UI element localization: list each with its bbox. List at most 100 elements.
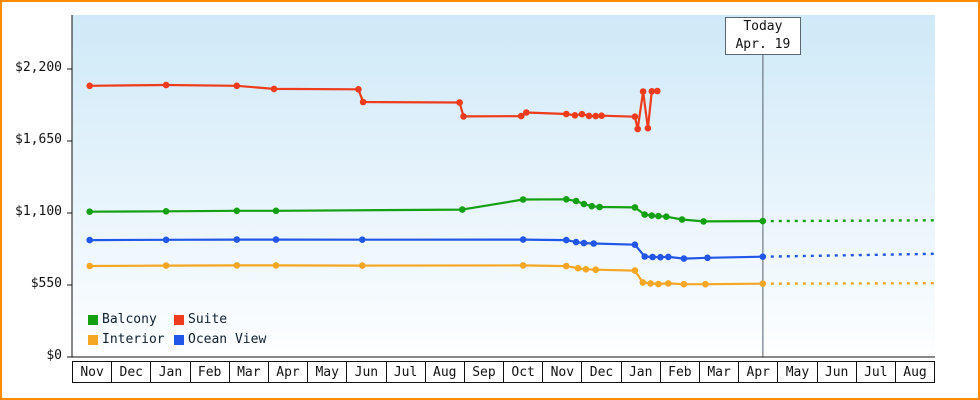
- point-ocean-view: [641, 253, 648, 260]
- point-suite: [270, 85, 278, 93]
- legend-label: Interior: [102, 332, 165, 347]
- legend-item-balcony: Balcony: [88, 312, 174, 327]
- point-interior: [582, 266, 590, 273]
- month-label: Mar: [228, 361, 269, 383]
- y-tick-label: $2,200: [15, 60, 62, 75]
- point-balcony: [663, 213, 670, 220]
- point-ocean-view: [563, 236, 570, 244]
- point-suite: [578, 110, 586, 118]
- month-label: Jan: [150, 361, 191, 383]
- point-balcony: [459, 206, 466, 213]
- month-label: Jul: [385, 361, 426, 383]
- point-interior: [702, 280, 709, 288]
- month-label: May: [777, 361, 818, 383]
- point-suite: [355, 86, 362, 93]
- month-label: May: [307, 361, 348, 383]
- point-balcony: [572, 197, 580, 205]
- point-interior: [680, 280, 688, 288]
- month-label: Apr: [267, 361, 309, 383]
- point-interior: [563, 262, 570, 270]
- point-suite: [233, 82, 241, 90]
- point-interior: [631, 267, 639, 274]
- point-ocean-view: [86, 236, 93, 244]
- point-suite: [654, 87, 661, 95]
- point-ocean-view: [580, 239, 588, 247]
- y-tick-label: $1,650: [15, 132, 62, 147]
- point-ocean-view: [649, 253, 656, 261]
- point-ocean-view: [162, 236, 170, 244]
- point-interior: [519, 262, 527, 269]
- point-ocean-view: [272, 236, 280, 243]
- legend-item-suite: Suite: [174, 312, 266, 327]
- point-balcony: [700, 218, 707, 225]
- point-suite: [86, 82, 93, 90]
- point-suite: [571, 112, 579, 119]
- point-balcony: [233, 207, 241, 215]
- point-suite: [592, 112, 599, 120]
- month-label: Jun: [346, 361, 387, 383]
- point-balcony: [563, 196, 570, 203]
- point-interior: [233, 262, 241, 269]
- today-label-line1: Today: [743, 19, 783, 34]
- x-axis-month-row: Nov Dec Jan Feb Mar Apr May Jun Jul Aug Sep Oct Nov D…: [72, 361, 936, 383]
- point-interior: [665, 280, 672, 287]
- point-ocean-view: [572, 238, 580, 246]
- point-interior: [655, 280, 662, 288]
- plot-area: [72, 15, 935, 357]
- today-marker-label: Today Apr. 19: [724, 17, 801, 55]
- month-label: Jan: [620, 361, 661, 383]
- point-interior: [592, 266, 599, 274]
- legend: Balcony Suite Interior Ocean View: [88, 312, 266, 347]
- legend-label: Suite: [188, 312, 228, 327]
- suite-swatch-icon: [174, 314, 184, 325]
- point-suite: [634, 125, 641, 133]
- point-ocean-view: [590, 240, 597, 247]
- point-ocean-view: [665, 253, 672, 261]
- point-ocean-view: [704, 254, 711, 262]
- point-suite: [585, 112, 593, 120]
- point-ocean-view: [759, 253, 767, 260]
- month-label: Sep: [463, 361, 505, 383]
- month-label: Nov: [72, 361, 113, 383]
- month-label: Feb: [189, 361, 230, 383]
- month-label: Aug: [424, 361, 465, 383]
- legend-item-interior: Interior: [88, 332, 174, 347]
- point-interior: [86, 262, 93, 270]
- point-suite: [639, 88, 647, 95]
- month-label: Nov: [542, 361, 583, 383]
- point-interior: [759, 280, 767, 288]
- point-interior: [272, 262, 280, 269]
- point-suite: [162, 81, 170, 89]
- point-balcony: [678, 216, 686, 223]
- month-label: Jul: [855, 361, 896, 383]
- point-suite: [644, 124, 652, 132]
- y-axis-labels: $2,200 $1,650 $1,100 $550 $0: [2, 2, 62, 398]
- point-interior: [359, 262, 366, 269]
- point-suite: [359, 98, 367, 106]
- point-suite: [631, 113, 639, 120]
- point-suite: [523, 109, 530, 116]
- legend-label: Ocean View: [188, 332, 267, 347]
- month-label: Oct: [503, 361, 544, 383]
- month-label: Dec: [111, 361, 152, 383]
- month-label: Mar: [699, 361, 740, 383]
- point-suite: [460, 113, 467, 120]
- point-suite: [598, 112, 605, 119]
- point-ocean-view: [631, 241, 639, 248]
- point-ocean-view: [680, 255, 688, 262]
- point-balcony: [580, 200, 588, 208]
- y-tick-label: $550: [30, 276, 62, 291]
- month-label: Dec: [581, 361, 622, 383]
- month-label: Feb: [659, 361, 700, 383]
- point-balcony: [519, 196, 527, 203]
- legend-label: Balcony: [102, 312, 157, 327]
- point-balcony: [648, 212, 656, 219]
- point-ocean-view: [359, 236, 366, 243]
- balcony-swatch-icon: [88, 314, 98, 325]
- point-suite: [648, 88, 656, 95]
- point-balcony: [162, 208, 170, 215]
- y-tick-label: $1,100: [15, 204, 62, 219]
- point-ocean-view: [233, 236, 241, 243]
- point-suite: [456, 99, 463, 106]
